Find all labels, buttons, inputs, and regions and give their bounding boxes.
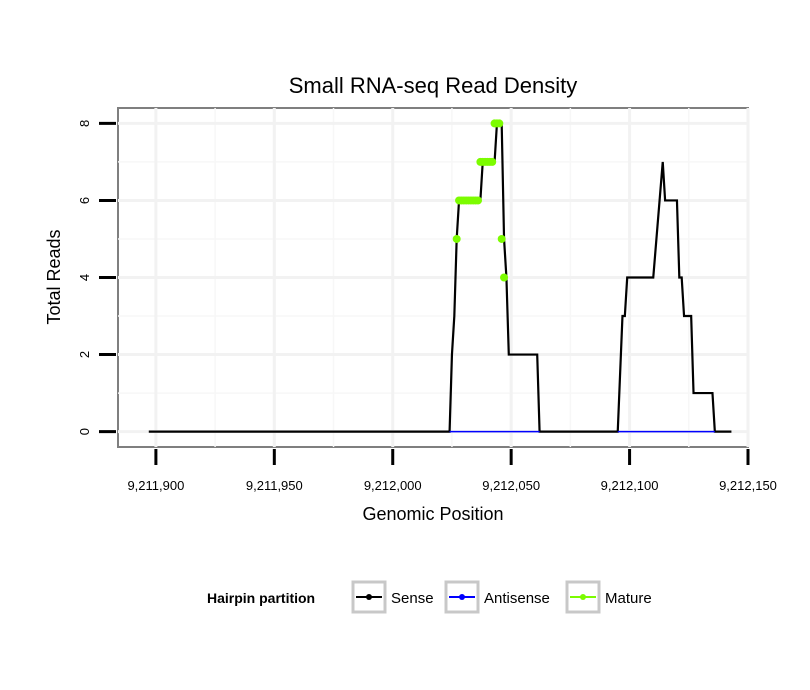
x-axis: 9,211,900 9,211,950 9,212,000 9,212,050 9,21…	[127, 449, 777, 493]
x-tick-label: 9,212,100	[601, 478, 659, 493]
legend: Hairpin partition Sense Antisense Mature	[207, 580, 652, 614]
mature-point	[500, 273, 509, 282]
chart-title: Small RNA-seq Read Density	[289, 73, 578, 98]
x-tick-label: 9,211,950	[246, 478, 303, 493]
y-axis: 0 2 4 6 8	[77, 120, 116, 435]
x-axis-title: Genomic Position	[362, 504, 503, 524]
mature-point	[495, 119, 504, 128]
x-tick-label: 9,212,000	[364, 478, 422, 493]
y-tick-label: 8	[77, 120, 92, 127]
y-tick-label: 2	[77, 351, 92, 358]
legend-key-point	[366, 594, 372, 600]
y-axis-title: Total Reads	[44, 229, 64, 324]
x-tick-label: 9,212,050	[482, 478, 540, 493]
legend-key-point	[459, 594, 465, 600]
legend-label: Antisense	[484, 590, 550, 607]
x-tick-label: 9,212,150	[719, 478, 777, 493]
mature-point	[474, 196, 482, 205]
mature-point	[452, 234, 461, 243]
grid-layer	[118, 108, 750, 447]
x-tick-label: 9,211,900	[127, 478, 184, 493]
legend-label: Mature	[605, 590, 652, 607]
legend-key-point	[580, 594, 586, 600]
y-tick-label: 6	[77, 197, 92, 204]
y-tick-label: 0	[77, 428, 92, 435]
legend-title: Hairpin partition	[207, 590, 315, 606]
mature-point	[497, 234, 506, 243]
series-layer	[148, 119, 732, 433]
legend-label: Sense	[391, 590, 434, 607]
mature-point	[488, 157, 497, 166]
y-tick-label: 4	[77, 274, 92, 281]
